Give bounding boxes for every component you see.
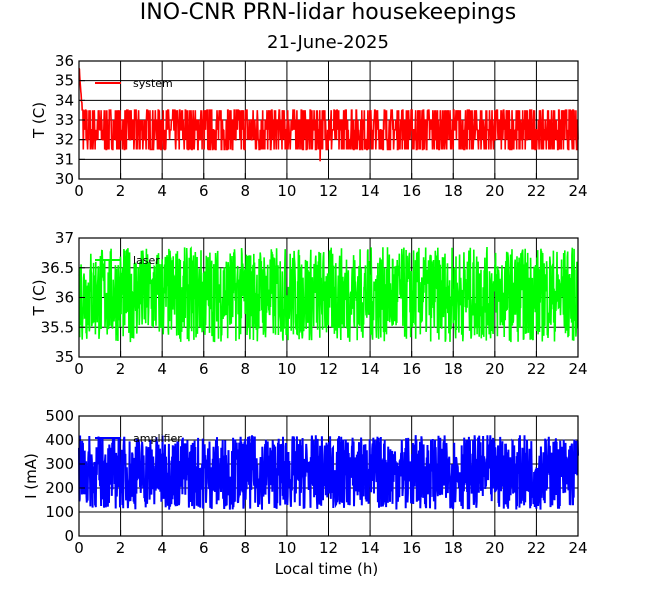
- y-tick-label: 300: [45, 455, 74, 473]
- x-tick-label: 4: [157, 182, 167, 200]
- x-tick-label: 22: [527, 539, 546, 557]
- x-axis-label: Local time (h): [275, 560, 379, 578]
- x-tick-label: 8: [241, 182, 251, 200]
- y-tick-label: 0: [64, 527, 74, 545]
- x-tick-label: 24: [568, 539, 587, 557]
- x-tick-label: 8: [241, 360, 251, 378]
- y-tick-label: 200: [45, 479, 74, 497]
- y-tick-label: 35.5: [41, 318, 74, 336]
- y-tick-label: 33: [55, 111, 74, 129]
- y-tick-label: 34: [55, 91, 74, 109]
- x-tick-label: 24: [568, 182, 587, 200]
- x-tick-label: 2: [116, 182, 126, 200]
- x-tick-label: 20: [485, 539, 504, 557]
- x-tick-label: 12: [319, 539, 338, 557]
- y-tick-label: 400: [45, 431, 74, 449]
- x-tick-label: 16: [402, 539, 421, 557]
- y-axis-label: T (C): [30, 102, 48, 139]
- y-axis-label: T (C): [30, 279, 48, 316]
- x-tick-label: 8: [241, 539, 251, 557]
- y-tick-label: 500: [45, 407, 74, 425]
- x-tick-label: 16: [402, 182, 421, 200]
- y-tick-label: 36.5: [41, 259, 74, 277]
- x-tick-label: 2: [116, 539, 126, 557]
- series-line-laser: [78, 246, 579, 343]
- x-tick-label: 12: [319, 360, 338, 378]
- chart-title: INO-CNR PRN-lidar housekeepings: [140, 0, 516, 25]
- y-tick-label: 37: [55, 229, 74, 247]
- x-tick-label: 12: [319, 182, 338, 200]
- legend-label: amplifier: [133, 432, 182, 445]
- x-tick-label: 4: [157, 539, 167, 557]
- x-tick-label: 6: [199, 182, 209, 200]
- y-tick-label: 30: [55, 170, 74, 188]
- y-axis-label: I (mA): [22, 453, 40, 499]
- x-tick-label: 18: [444, 539, 463, 557]
- x-tick-label: 10: [277, 360, 296, 378]
- chart-subtitle: 21-June-2025: [267, 32, 389, 53]
- x-tick-label: 14: [361, 360, 380, 378]
- x-tick-label: 10: [277, 182, 296, 200]
- series-line-system: [78, 68, 579, 162]
- x-tick-label: 6: [199, 539, 209, 557]
- x-tick-label: 18: [444, 182, 463, 200]
- legend-label: system: [133, 77, 173, 90]
- x-tick-label: 10: [277, 539, 296, 557]
- x-tick-label: 20: [485, 182, 504, 200]
- x-tick-label: 4: [157, 360, 167, 378]
- series-line-amplifier: [78, 435, 579, 510]
- x-tick-label: 0: [74, 182, 84, 200]
- y-tick-label: 35: [55, 348, 74, 366]
- x-tick-label: 16: [402, 360, 421, 378]
- x-tick-label: 14: [361, 182, 380, 200]
- x-tick-label: 14: [361, 539, 380, 557]
- x-tick-label: 20: [485, 360, 504, 378]
- legend-label: laser: [133, 254, 160, 267]
- x-tick-label: 6: [199, 360, 209, 378]
- y-tick-label: 32: [55, 131, 74, 149]
- x-tick-label: 24: [568, 360, 587, 378]
- x-tick-label: 22: [527, 182, 546, 200]
- y-tick-label: 31: [55, 150, 74, 168]
- y-tick-label: 100: [45, 503, 74, 521]
- x-tick-label: 2: [116, 360, 126, 378]
- x-tick-label: 0: [74, 539, 84, 557]
- y-tick-label: 35: [55, 72, 74, 90]
- y-tick-label: 36: [55, 52, 74, 70]
- x-tick-label: 0: [74, 360, 84, 378]
- y-tick-label: 36: [55, 289, 74, 307]
- x-tick-label: 22: [527, 360, 546, 378]
- x-tick-label: 18: [444, 360, 463, 378]
